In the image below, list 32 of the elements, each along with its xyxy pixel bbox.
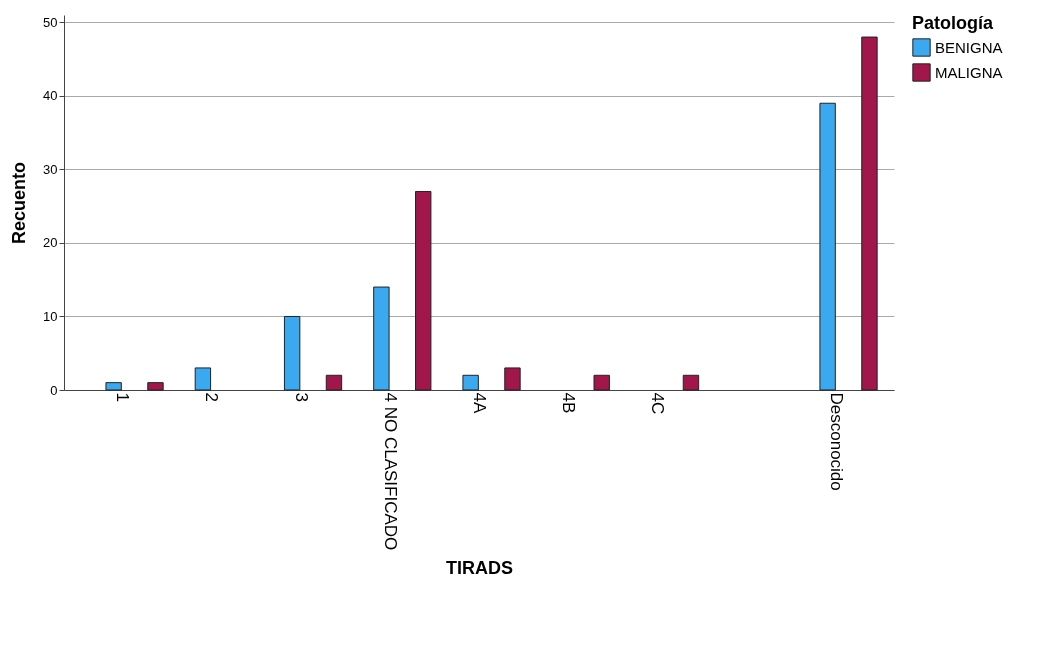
bar — [462, 374, 479, 391]
y-tick-label: 40 — [43, 88, 58, 104]
bar — [147, 382, 164, 391]
x-tick-label: 3 — [291, 392, 311, 402]
bar — [194, 367, 212, 391]
bar — [861, 36, 878, 391]
bar — [415, 190, 432, 391]
x-tick-label: 4B — [559, 392, 579, 414]
x-tick-label: 4 NO CLASIFICADO — [380, 392, 400, 551]
y-axis-title: Recuento — [9, 161, 30, 245]
bar — [325, 374, 343, 391]
x-tick-label: 2 — [202, 392, 222, 402]
x-tick-label: Desconocido — [826, 392, 846, 491]
bar — [373, 286, 390, 391]
bar — [682, 374, 700, 391]
x-tick-label: 1 — [113, 392, 133, 402]
y-tick-label: 0 — [50, 382, 58, 398]
legend-title: Patología — [912, 13, 994, 33]
bar — [819, 102, 836, 391]
bar — [105, 382, 122, 391]
x-tick-label: 4A — [470, 392, 489, 414]
bar — [504, 367, 521, 391]
y-tick-label: 10 — [43, 308, 58, 324]
x-axis-title: TIRADS — [446, 558, 513, 579]
legend-label: BENIGNA — [935, 38, 1003, 56]
bar — [593, 374, 610, 391]
y-tick-label: 20 — [43, 235, 58, 251]
y-tick-label: 30 — [43, 161, 58, 177]
legend-label: MALIGNA — [935, 63, 1003, 81]
bar — [283, 315, 301, 391]
y-tick-label: 50 — [43, 14, 58, 30]
x-tick-label: 4C — [648, 392, 668, 415]
